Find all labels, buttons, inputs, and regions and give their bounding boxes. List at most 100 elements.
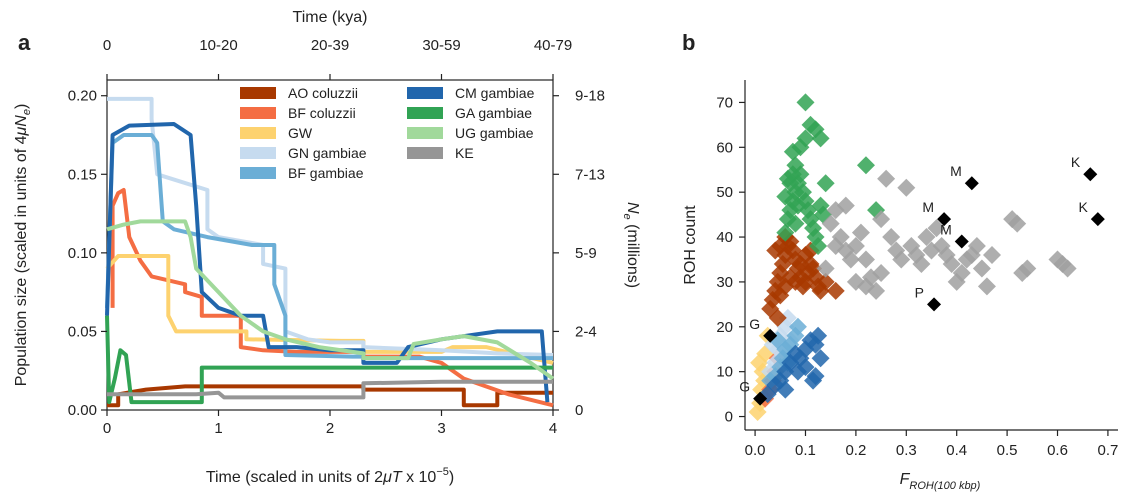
panel-a-xlabel: Time (scaled in units of 2μT x 10−5) — [206, 466, 454, 486]
panel-a-line-chart: 0 1 2 3 4 0 10-20 20-39 30-59 40-79 0.00 0.05 0.10 0.… — [13, 9, 641, 486]
panel-a-ytick-label: 0.10 — [68, 245, 97, 262]
panel-b-point — [811, 129, 830, 148]
panel-b-point — [783, 142, 802, 161]
panel-b-xtick-label: 0.1 — [795, 442, 816, 459]
panel-a-right-ylabel: Ne (millions) — [621, 202, 641, 288]
panel-a-top-tick-label: 10-20 — [199, 37, 237, 54]
panel-b-point — [1008, 214, 1027, 233]
panel-a-legend: AO coluzzii BF coluzzii GW GN gambiae BF gam… — [240, 85, 535, 181]
legend-swatch — [240, 167, 276, 179]
panel-b-point — [826, 281, 845, 300]
panel-a-ylabel: Population size (scaled in units of 4μNe… — [13, 104, 33, 387]
legend-label: CM gambiae — [455, 85, 535, 101]
panel-b-point — [872, 210, 891, 229]
panel-b-point-label: G — [739, 379, 750, 395]
legend-swatch — [240, 107, 276, 119]
panel-b-point — [856, 156, 875, 175]
panel-b-point — [972, 259, 991, 278]
legend-label: BF gambiae — [288, 165, 364, 181]
panel-b-point — [927, 219, 946, 238]
panel-b-point — [821, 214, 840, 233]
legend-label: BF coluzzii — [288, 105, 356, 121]
panel-b-point — [750, 353, 769, 372]
panel-b-point — [788, 196, 807, 215]
panel-a-ytick-label: 0.00 — [68, 402, 97, 419]
panel-b-point — [897, 178, 916, 197]
legend-swatch — [240, 127, 276, 139]
panel-b-xtick-label: 0.0 — [745, 442, 766, 459]
panel-a-series-line — [106, 219, 555, 381]
panel-a-axes: 0 1 2 3 4 0 10-20 20-39 30-59 40-79 0.00 0.05 0.10 0.… — [68, 37, 605, 437]
legend-swatch — [240, 87, 276, 99]
panel-b-highlight-point — [964, 176, 979, 191]
panel-b-point — [786, 272, 805, 291]
panel-b-ytick-label: 70 — [716, 94, 733, 111]
panel-a-letter: a — [18, 30, 31, 55]
panel-b-point — [809, 237, 828, 256]
legend-swatch — [407, 87, 443, 99]
panel-b-ytick-label: 40 — [716, 229, 733, 246]
panel-a-xtick-label: 0 — [103, 420, 111, 437]
panel-b-point — [856, 250, 875, 269]
panel-b-point — [836, 196, 855, 215]
panel-b-point — [816, 259, 835, 278]
legend-swatch — [407, 127, 443, 139]
legend-label: UG gambiae — [455, 125, 534, 141]
panel-b-highlight-point — [927, 297, 942, 312]
panel-b-point — [851, 223, 870, 242]
panel-b-point — [776, 187, 795, 206]
panel-b-point — [826, 237, 845, 256]
panel-b-point — [846, 272, 865, 291]
panel-b-point — [776, 380, 795, 399]
panel-b-point-label: K — [1078, 199, 1088, 215]
panel-a-top-tick-label: 20-39 — [311, 37, 349, 54]
panel-a-series-line — [105, 315, 553, 405]
panel-b-point-label: G — [749, 316, 760, 332]
panel-b-point — [786, 214, 805, 233]
panel-a-right-tick-label: 7-13 — [575, 166, 605, 183]
panel-a-top-tick-label: 40-79 — [534, 37, 572, 54]
panel-b-point — [796, 129, 815, 148]
panel-a-right-tick-label: 5-9 — [575, 245, 597, 262]
panel-b-point-label: K — [1071, 154, 1081, 170]
panel-b-point — [816, 272, 835, 291]
panel-b-ytick-label: 0 — [725, 409, 733, 426]
panel-b-xtick-label: 0.4 — [946, 442, 967, 459]
panel-a-right-tick-label: 9-18 — [575, 88, 605, 105]
panel-b-point — [788, 362, 807, 381]
panel-b-highlight-point — [937, 212, 952, 227]
panel-b-point — [811, 349, 830, 368]
panel-b-point — [877, 169, 896, 188]
panel-b-ytick-label: 10 — [716, 364, 733, 381]
panel-b-point — [806, 367, 825, 386]
panel-b-point — [892, 250, 911, 269]
panel-b-point — [912, 254, 931, 273]
panel-b-letter: b — [682, 30, 695, 55]
panel-b-point-label: M — [950, 163, 962, 179]
panel-a-ytick-label: 0.05 — [68, 323, 97, 340]
legend-label: AO coluzzii — [288, 85, 358, 101]
legend-swatch — [407, 107, 443, 119]
panel-b-point — [982, 246, 1001, 264]
panel-a-right-tick-label: 2-4 — [575, 323, 597, 340]
panel-b-highlight-point — [1083, 167, 1098, 182]
panel-b-point — [788, 317, 807, 336]
panel-a-top-tick-label: 30-59 — [422, 37, 460, 54]
panel-b-highlight-point — [763, 328, 778, 343]
panel-b-point — [816, 174, 835, 193]
panel-b-point — [872, 263, 891, 282]
panel-a-xtick-label: 1 — [214, 420, 222, 437]
panel-a-ytick-label: 0.20 — [68, 88, 97, 105]
panel-b-point — [766, 241, 785, 260]
panel-a-series-group — [105, 96, 555, 408]
legend-label: GW — [288, 125, 313, 141]
panel-b-point-label: P — [915, 284, 924, 300]
panel-b-xtick-label: 0.3 — [896, 442, 917, 459]
panel-b-axes: 0.0 0.1 0.2 0.3 0.4 0.5 0.6 0.7 0 10 20 30 40 50 60 70 — [716, 94, 1118, 459]
panel-b-point — [796, 93, 815, 112]
panel-b-highlight-point — [753, 391, 768, 406]
legend-label: KE — [455, 145, 474, 161]
legend-label: GA gambiae — [455, 105, 532, 121]
